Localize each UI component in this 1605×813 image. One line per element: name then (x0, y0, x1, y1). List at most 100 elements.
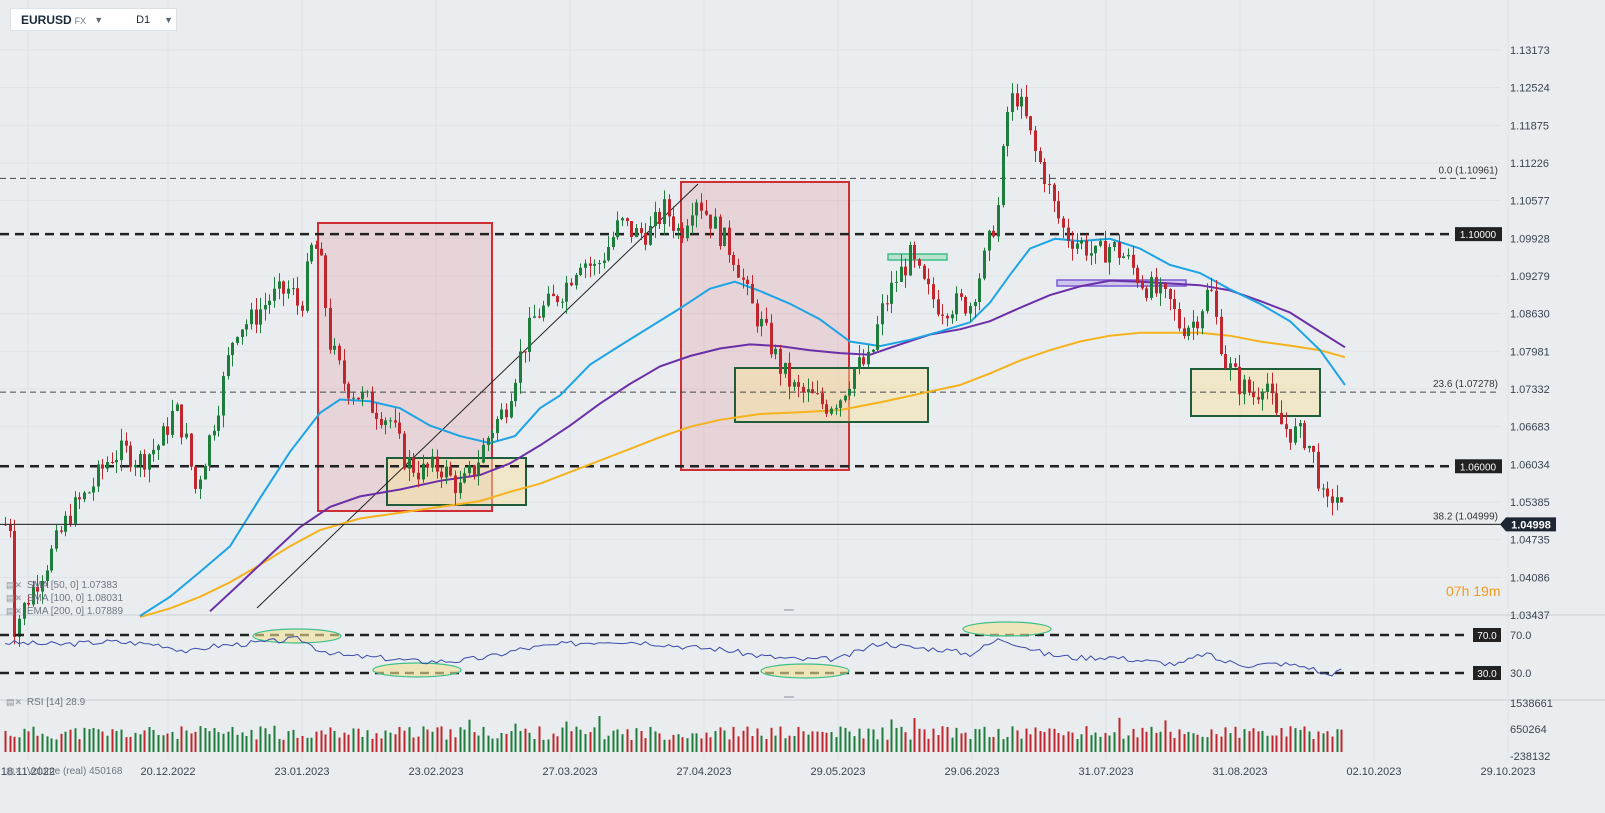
volume-bar (403, 730, 406, 752)
volume-bar (668, 739, 671, 752)
volume-bar (92, 728, 95, 752)
candle-body (900, 266, 903, 282)
candle-body (482, 444, 485, 463)
volume-bar (691, 733, 694, 752)
volume-bar (32, 726, 35, 752)
volume-bar (918, 728, 921, 752)
volume-bar (143, 730, 146, 752)
volume-bar (463, 729, 466, 752)
volume-bar (1141, 727, 1144, 752)
volume-bar (190, 733, 193, 752)
volume-bar (101, 731, 104, 752)
volume-bar (129, 736, 132, 752)
timeframe-dropdown-icon[interactable]: ▼ (164, 14, 174, 25)
timeframe-label[interactable]: D1 (136, 13, 151, 26)
volume-bar (848, 731, 851, 752)
date-axis-label: 23.01.2023 (274, 766, 329, 778)
volume-bar (904, 732, 907, 752)
volume-bar (542, 739, 545, 752)
legend-sma100[interactable]: ▤✕ SMA [100, 0] 1.08031 (6, 593, 123, 604)
volume-bar (969, 738, 972, 752)
candle-body (895, 281, 898, 283)
volume-bar (556, 736, 559, 752)
candle-body (630, 221, 633, 237)
candle-body (264, 305, 267, 310)
candle-body (1201, 311, 1204, 329)
candle-body (143, 454, 146, 470)
candle-body (802, 386, 805, 393)
candle-body (978, 278, 981, 303)
volume-bar (946, 727, 949, 752)
candle-body (533, 316, 536, 318)
candle-body (1257, 397, 1260, 400)
volume-bar (315, 731, 318, 752)
small-zone-box (1056, 279, 1187, 287)
volume-bar (384, 730, 387, 752)
candle-body (431, 456, 434, 468)
key-level-label: 1.10000 (1460, 230, 1497, 241)
legend-volume-label: Volume (real) (26, 766, 87, 777)
volume-bar (36, 735, 39, 752)
indicator-settings-icon[interactable]: ▤✕ (6, 606, 23, 616)
volume-bar (375, 733, 378, 752)
candle-body (807, 389, 810, 393)
candle-body (593, 263, 596, 266)
candle-body (417, 472, 420, 480)
volume-bar (900, 726, 903, 752)
volume-bar (1113, 732, 1116, 752)
candle-body (1057, 201, 1060, 219)
candle-body (923, 265, 926, 279)
volume-bar (236, 734, 239, 752)
candle-body (422, 463, 425, 480)
volume-bar (454, 737, 457, 752)
volume-bar (649, 726, 652, 752)
candle-body (853, 369, 856, 389)
candle-body (858, 357, 861, 370)
volume-bar (644, 738, 647, 752)
legend-rsi[interactable]: ▤✕ RSI [14] 28.9 (6, 697, 85, 708)
candle-body (9, 524, 12, 531)
legend-ema200[interactable]: ▤✕ EMA [200, 0] 1.07889 (6, 606, 123, 617)
symbol-name[interactable]: EURUSD (21, 12, 72, 27)
symbol-bar[interactable]: EURUSD FX ▼ D1 ▼ (10, 8, 177, 31)
volume-bar (881, 727, 884, 752)
candle-body (1215, 290, 1218, 317)
volume-bar (603, 739, 606, 752)
volume-bar (440, 726, 443, 752)
candle-body (538, 316, 541, 318)
legend-sma50-value: 1.07383 (81, 580, 118, 591)
volume-bar (672, 734, 675, 752)
candle-body (714, 216, 717, 229)
volume-bar (357, 728, 360, 752)
indicator-settings-icon[interactable]: ▤✕ (6, 697, 23, 707)
date-axis-label: 31.07.2023 (1078, 766, 1133, 778)
legend-sma50[interactable]: ▤✕ SMA [50, 0] 1.07383 (6, 580, 117, 591)
indicator-settings-icon[interactable]: ▤✕ (6, 580, 23, 590)
volume-bar (491, 738, 494, 752)
volume-bar (1094, 732, 1097, 752)
candle-body (1308, 445, 1311, 449)
symbol-dropdown-icon[interactable]: ▼ (94, 14, 104, 25)
volume-bar (635, 728, 638, 752)
volume-bar (412, 737, 415, 752)
legend-volume[interactable]: ▤✕ Volume (real) 450168 (6, 766, 122, 777)
volume-bar (231, 726, 234, 752)
volume-bar (1299, 729, 1302, 752)
volume-bar (74, 728, 77, 752)
indicator-settings-icon[interactable]: ▤✕ (6, 766, 23, 776)
volume-bar (923, 729, 926, 752)
candle-body (268, 300, 271, 306)
candle-body (157, 445, 160, 450)
volume-bar (640, 731, 643, 752)
candle-body (1094, 245, 1097, 254)
volume-bar (431, 731, 434, 752)
volume-bar (255, 739, 258, 752)
indicator-settings-icon[interactable]: ▤✕ (6, 593, 23, 603)
volume-bar (760, 735, 763, 752)
volume-bar (793, 735, 796, 752)
candle-body (496, 419, 499, 434)
candle-body (1080, 240, 1083, 244)
candle-body (50, 548, 53, 571)
volume-bar (204, 728, 207, 752)
